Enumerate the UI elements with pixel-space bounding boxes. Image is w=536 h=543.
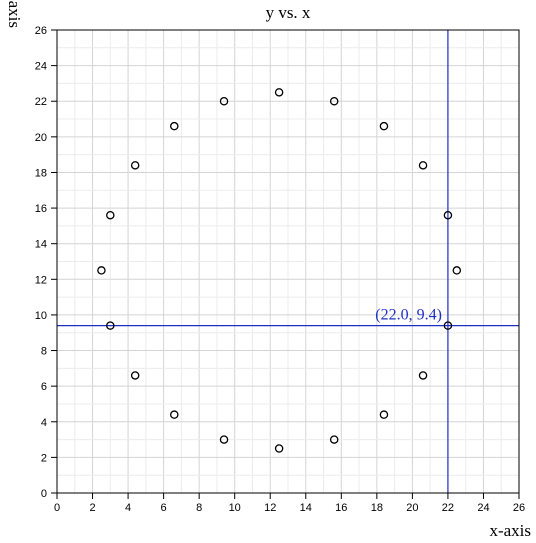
x-tick-label: 2	[89, 502, 95, 514]
data-point	[329, 435, 339, 444]
y-tick-label: 6	[41, 381, 47, 393]
x-tick-label: 24	[477, 502, 489, 514]
y-tick-label: 10	[35, 310, 47, 322]
y-axis-title: y-axis	[5, 0, 24, 28]
data-point	[443, 210, 453, 220]
crosshair-label: (22.0, 9.4)	[375, 307, 442, 324]
plot-frame	[56, 29, 520, 494]
y-tick-label: 4	[41, 417, 47, 429]
data-point	[418, 371, 428, 380]
x-tick-label: 0	[54, 502, 60, 514]
x-tick-label: 20	[406, 502, 418, 514]
data-point	[452, 266, 462, 275]
data-point	[379, 121, 389, 131]
y-tick-label: 24	[35, 61, 47, 73]
data-point	[443, 321, 453, 330]
data-point	[274, 444, 284, 453]
axis-ticks: 0 2 4 6 8 10 12 14 16 18 20 22 24 2602468101214161820…	[35, 25, 525, 514]
x-tick-label: 18	[371, 502, 383, 514]
data-point	[170, 410, 179, 419]
x-tick-label: 14	[300, 502, 312, 514]
data-point	[130, 371, 140, 380]
data-point	[130, 161, 140, 170]
x-tick-label: 22	[442, 502, 454, 514]
data-points	[97, 88, 462, 453]
data-point	[97, 266, 106, 275]
data-point	[219, 435, 229, 444]
data-point	[219, 96, 229, 106]
y-tick-label: 0	[41, 488, 47, 500]
x-tick-label: 26	[513, 502, 525, 514]
y-tick-label: 8	[41, 346, 47, 358]
x-tick-label: 8	[196, 502, 202, 514]
x-tick-label: 12	[264, 502, 276, 514]
data-point	[274, 88, 284, 97]
grid	[57, 30, 519, 493]
y-tick-label: 18	[35, 167, 47, 179]
data-point	[379, 410, 389, 419]
y-tick-label: 14	[35, 239, 47, 251]
x-tick-label: 4	[125, 502, 131, 514]
y-tick-label: 22	[35, 96, 47, 108]
crosshair[interactable]	[57, 30, 519, 493]
x-tick-label: 6	[161, 502, 167, 514]
data-point	[329, 96, 339, 106]
y-tick-label: 12	[35, 274, 47, 286]
y-tick-label: 16	[35, 203, 47, 215]
x-axis-title: x-axis	[489, 521, 531, 540]
data-point	[170, 121, 179, 131]
data-point	[418, 161, 428, 170]
data-point	[106, 210, 115, 220]
x-tick-label: 10	[229, 502, 241, 514]
x-tick-label: 16	[335, 502, 347, 514]
y-tick-label: 20	[35, 132, 47, 144]
y-tick-label: 2	[41, 452, 47, 464]
chart-title: y vs. x	[266, 3, 311, 22]
data-point	[106, 321, 115, 330]
y-tick-label: 26	[35, 25, 47, 37]
